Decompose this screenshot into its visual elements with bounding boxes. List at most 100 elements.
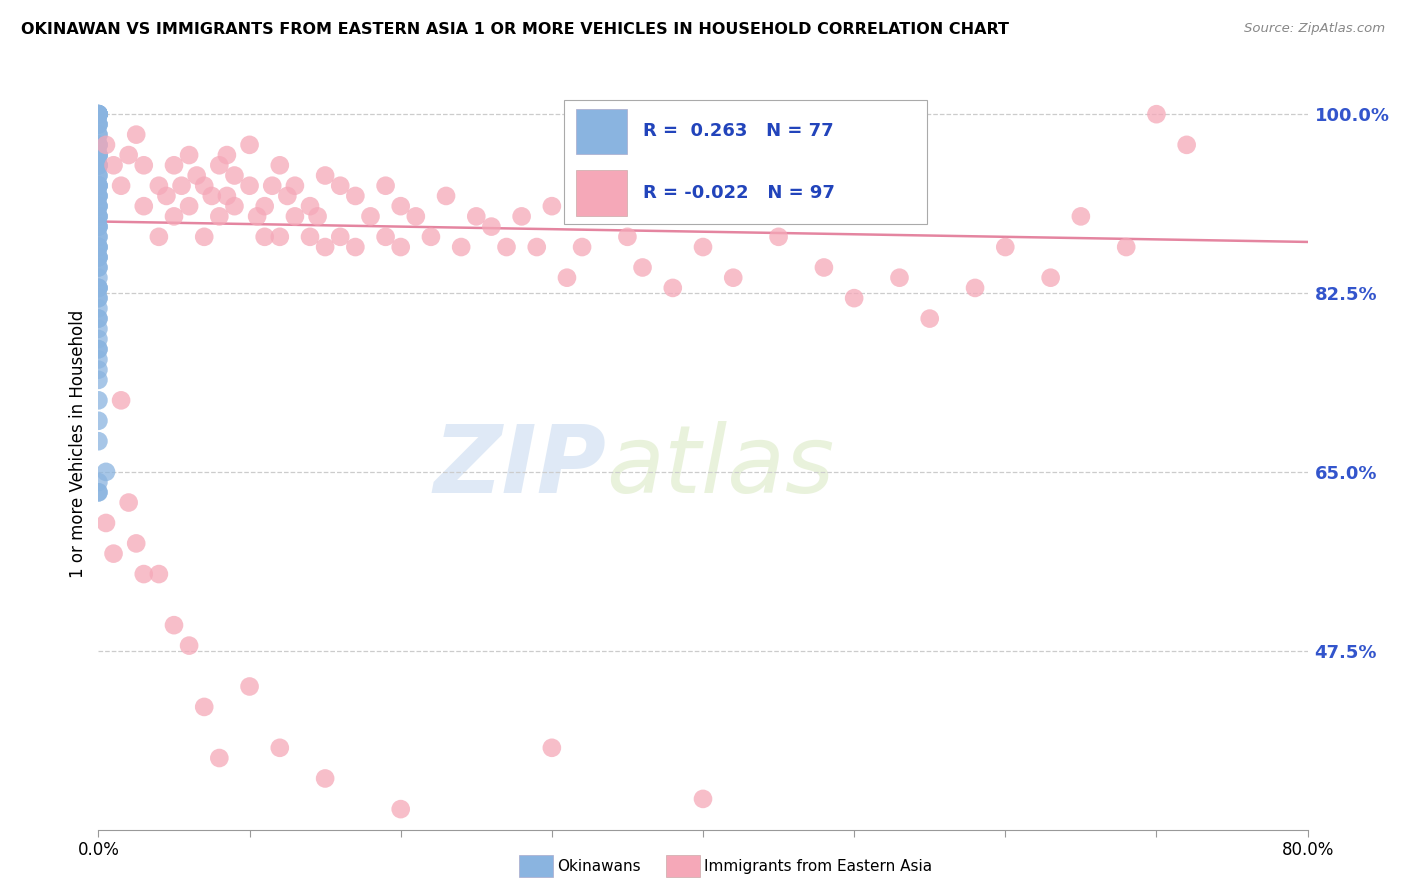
Point <box>1115 240 1137 254</box>
FancyBboxPatch shape <box>576 109 627 154</box>
Point <box>87 107 110 121</box>
Point <box>87 107 110 121</box>
Point <box>179 639 201 653</box>
FancyBboxPatch shape <box>564 101 927 224</box>
Point <box>555 270 578 285</box>
Point <box>87 219 110 234</box>
Point <box>193 229 215 244</box>
Point <box>307 210 329 224</box>
Point <box>87 117 110 131</box>
Point <box>87 362 110 376</box>
Point <box>94 465 117 479</box>
Point <box>269 740 291 755</box>
Point <box>87 107 110 121</box>
Point <box>87 107 110 121</box>
Point <box>87 137 110 152</box>
Point <box>132 199 155 213</box>
Point <box>420 229 443 244</box>
Point <box>87 343 110 357</box>
Point <box>87 291 110 305</box>
Point <box>87 281 110 295</box>
Point <box>125 536 148 550</box>
Point <box>87 107 110 121</box>
Point <box>87 250 110 264</box>
Text: Immigrants from Eastern Asia: Immigrants from Eastern Asia <box>704 859 932 873</box>
Point <box>87 158 110 172</box>
Point <box>329 229 352 244</box>
Point <box>374 178 396 193</box>
Point <box>918 311 941 326</box>
Point <box>239 178 262 193</box>
Point <box>87 178 110 193</box>
Point <box>239 680 262 694</box>
Point <box>1070 210 1092 224</box>
FancyBboxPatch shape <box>576 170 627 216</box>
Point <box>284 210 307 224</box>
Point <box>125 128 148 142</box>
Point <box>87 414 110 428</box>
Point <box>360 210 382 224</box>
Point <box>163 618 186 632</box>
Point <box>87 148 110 162</box>
Point <box>269 229 291 244</box>
Point <box>87 178 110 193</box>
Point <box>994 240 1017 254</box>
Point <box>434 189 457 203</box>
Text: OKINAWAN VS IMMIGRANTS FROM EASTERN ASIA 1 OR MORE VEHICLES IN HOUSEHOLD CORRELA: OKINAWAN VS IMMIGRANTS FROM EASTERN ASIA… <box>21 22 1010 37</box>
Point <box>87 178 110 193</box>
Point <box>1175 137 1198 152</box>
Point <box>495 240 517 254</box>
Point <box>87 219 110 234</box>
Point <box>692 240 714 254</box>
Point <box>344 189 367 203</box>
Point <box>118 148 141 162</box>
Point <box>87 148 110 162</box>
Point <box>571 240 593 254</box>
Point <box>844 291 866 305</box>
Point <box>87 210 110 224</box>
Point <box>87 229 110 244</box>
Point <box>87 485 110 500</box>
Point <box>465 210 488 224</box>
Point <box>87 291 110 305</box>
Point <box>253 199 276 213</box>
Point <box>87 475 110 489</box>
Point <box>87 260 110 275</box>
Point <box>344 240 367 254</box>
Point <box>87 128 110 142</box>
Point <box>148 229 170 244</box>
Point <box>87 199 110 213</box>
Point <box>94 137 117 152</box>
Point <box>87 229 110 244</box>
Point <box>87 148 110 162</box>
Point <box>314 240 336 254</box>
Point <box>87 393 110 408</box>
Point <box>87 322 110 336</box>
Point <box>87 137 110 152</box>
Point <box>692 792 714 806</box>
Point <box>269 158 291 172</box>
Point <box>87 250 110 264</box>
Point <box>87 332 110 346</box>
Point <box>224 199 246 213</box>
Text: ZIP: ZIP <box>433 421 606 513</box>
Point <box>148 567 170 582</box>
Point <box>179 199 201 213</box>
Point <box>87 250 110 264</box>
Point <box>87 128 110 142</box>
Point <box>132 567 155 582</box>
Point <box>889 270 911 285</box>
Point <box>87 240 110 254</box>
Point <box>193 178 215 193</box>
Point <box>87 352 110 367</box>
Point <box>262 178 284 193</box>
Point <box>163 158 186 172</box>
Point <box>155 189 177 203</box>
Point <box>299 229 322 244</box>
Point <box>1144 107 1167 121</box>
Point <box>110 178 132 193</box>
Point <box>87 158 110 172</box>
Point <box>284 178 307 193</box>
Point <box>87 434 110 449</box>
Point <box>186 169 208 183</box>
